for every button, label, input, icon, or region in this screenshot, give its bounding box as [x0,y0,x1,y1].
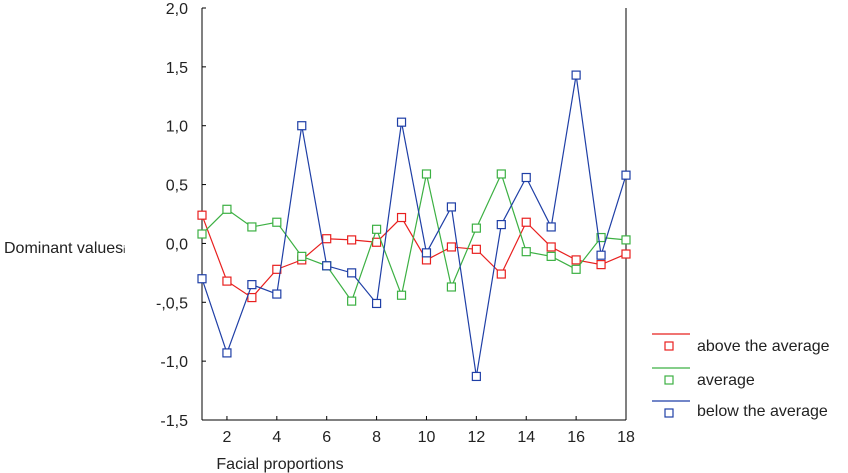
data-point-marker [347,296,357,306]
data-point-marker [247,280,257,290]
y-tick-label: 0,0 [166,236,188,253]
legend-label: average [697,372,755,389]
y-axis-title-suffix: i [123,245,125,256]
plot-area [201,8,627,421]
data-point-marker [421,169,432,179]
x-tick-label: 8 [372,429,381,446]
data-point-marker [222,276,232,286]
legend: above the average average below the averag… [652,333,830,420]
data-point-marker [596,260,606,270]
data-point-marker [621,249,631,259]
x-tick-label: 12 [467,429,485,446]
y-axis-title-text: Dominant values [4,240,123,257]
series-3 [197,70,631,382]
legend-marker [664,408,674,418]
x-tick-label: 16 [567,429,585,446]
data-point-marker [322,261,332,271]
series-layer [197,70,631,382]
y-tick-label: -1,5 [160,413,188,430]
x-tick-label: 10 [418,429,436,446]
x-tick-label: 14 [517,429,535,446]
data-point-marker [596,250,606,260]
data-point-marker [471,223,481,233]
y-tick-label: -,0,5 [156,295,188,312]
data-point-marker [571,264,581,274]
data-point-marker [471,371,481,382]
data-point-marker [621,170,631,180]
series-line [201,214,627,299]
y-tick-label: 1,0 [166,119,188,136]
data-point-marker [446,242,457,252]
data-point-marker [621,235,631,245]
data-point-marker [197,210,207,220]
data-point-marker [396,117,407,127]
x-axis-title: Facial proportions [216,456,343,473]
legend-marker [664,375,674,385]
data-point-marker [571,70,581,80]
data-point-marker [322,234,332,244]
data-point-marker [197,274,207,284]
y-tick-label: 2,0 [166,1,188,18]
data-point-marker [596,232,606,243]
legend-item: below the average [652,400,828,420]
data-point-marker [247,222,257,232]
data-point-marker [347,235,357,245]
data-point-marker [521,172,531,183]
data-point-marker [272,217,282,227]
x-tick-label: 6 [322,429,331,446]
data-point-marker [521,247,531,257]
data-point-marker [371,298,382,309]
data-point-marker [446,202,457,212]
y-axis-title: Dominant valuesi [4,240,125,257]
data-point-marker [421,248,432,258]
legend-item: average [652,367,755,389]
data-point-marker [347,268,357,278]
data-point-marker [396,212,407,223]
data-point-marker [471,244,481,254]
data-point-marker [546,222,556,232]
data-point-marker [272,289,282,299]
data-point-marker [521,217,531,227]
data-point-marker [371,237,382,247]
data-point-marker [546,251,556,261]
data-point-marker [446,282,457,292]
data-point-marker [496,219,506,230]
legend-label: above the average [697,338,830,355]
legend-marker [664,341,674,351]
x-tick-label: 4 [272,429,281,446]
data-point-marker [496,269,506,279]
data-point-marker [247,292,257,303]
data-point-marker [197,229,207,239]
data-point-marker [496,169,506,179]
legend-label: below the average [697,403,828,420]
data-point-marker [222,348,232,358]
x-tick-label: 2 [222,429,231,446]
legend-item: above the average [652,333,830,355]
data-point-marker [396,290,407,300]
data-point-marker [546,242,556,252]
x-tick-label: 18 [617,429,635,446]
x-axis: 2 4 6 8 10 12 14 16 18 [222,416,635,446]
y-tick-label: -1,0 [160,354,188,371]
y-axis: 2,0 1,5 1,0 0,5 0,0 -,0,5 -1,0 -1,5 [156,1,206,430]
y-tick-label: 0,5 [166,178,188,195]
data-point-marker [222,204,232,214]
y-tick-label: 1,5 [166,60,188,77]
data-point-marker [571,255,581,265]
series-line [201,74,627,377]
data-point-marker [297,251,307,261]
data-point-marker [297,121,307,131]
data-point-marker [371,224,382,234]
